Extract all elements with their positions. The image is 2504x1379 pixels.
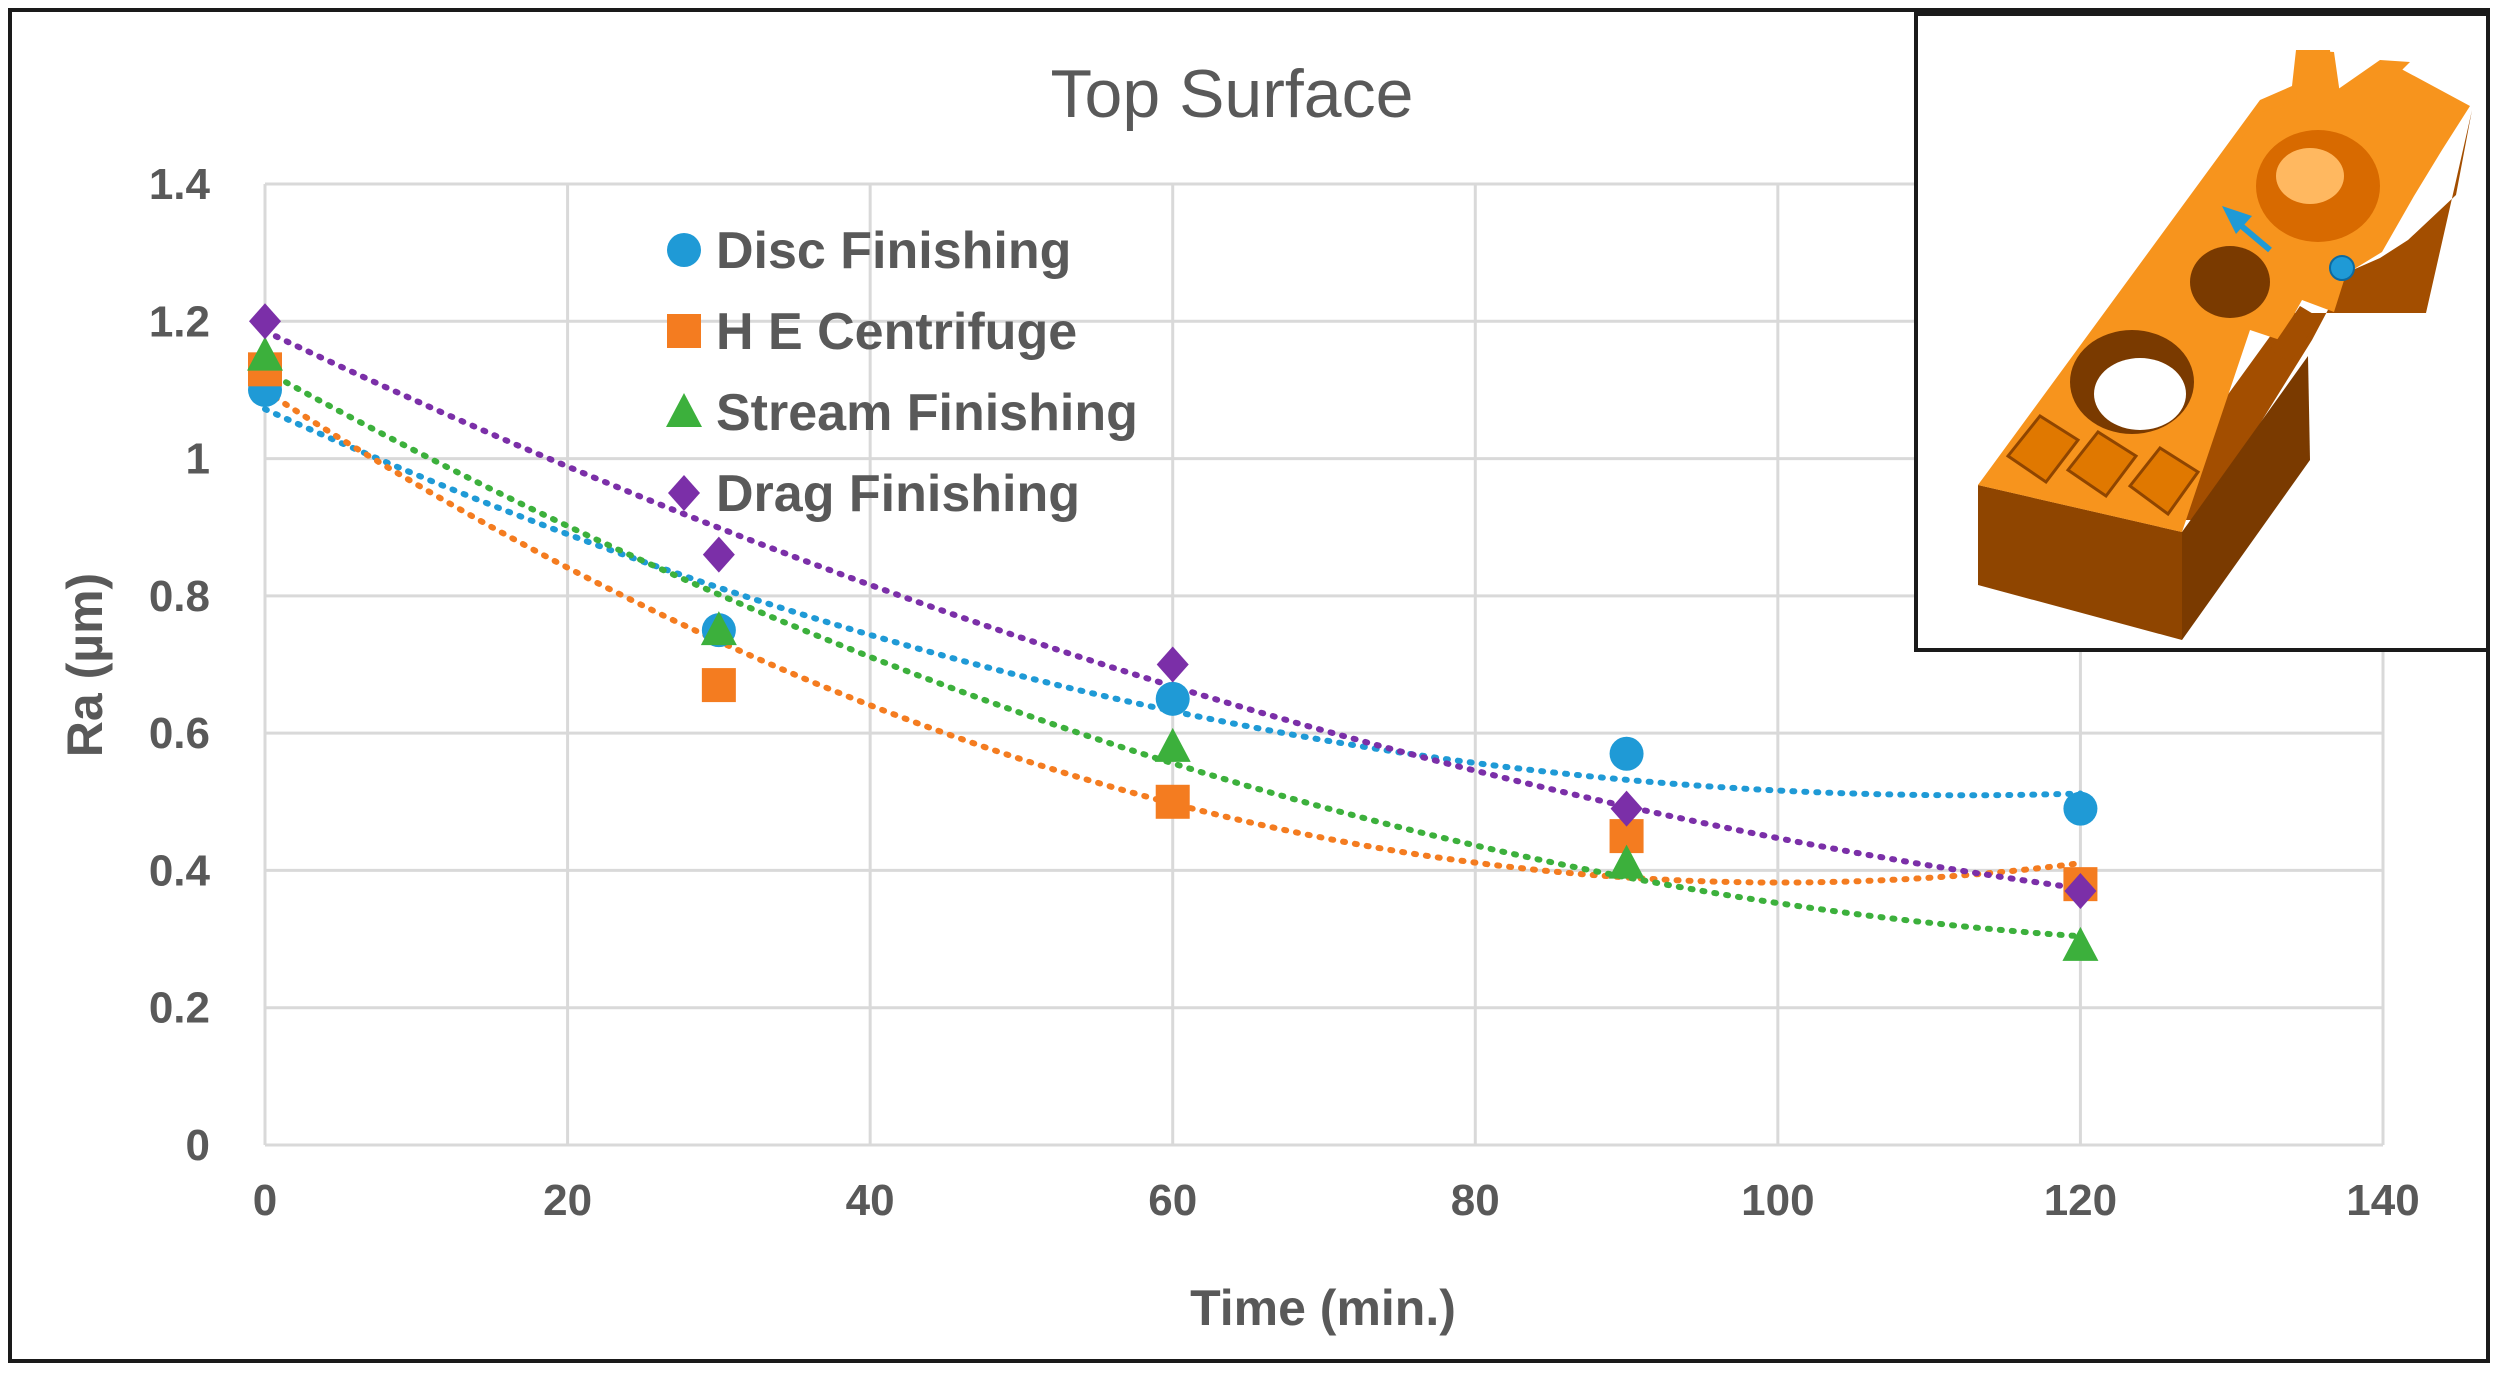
chart-title: Top Surface: [1051, 56, 1414, 132]
legend: Disc Finishing H E Centrifuge Stream Finis…: [666, 222, 1138, 523]
legend-label: H E Centrifuge: [716, 303, 1077, 361]
x-tick-label: 40: [846, 1176, 895, 1225]
data-point-square: [701, 668, 736, 703]
axis-ticks: 0 20 40 60 80 100 120 140 0 0.2 0.4 0.6 0.8 1 1.2 1.4: [149, 160, 2420, 1225]
legend-label: Drag Finishing: [716, 465, 1080, 523]
trendline-square: [262, 387, 2084, 886]
data-point-triangle: [1154, 727, 1191, 762]
x-tick-label: 80: [1451, 1176, 1500, 1225]
data-point-circle: [2063, 791, 2098, 826]
part-inset: [1914, 12, 2490, 652]
trendline-triangle: [262, 367, 2084, 940]
data-points: [247, 303, 2099, 961]
legend-marker-triangle: [666, 393, 702, 427]
x-tick-label: 100: [1741, 1176, 1814, 1225]
data-point-triangle: [1608, 844, 1645, 879]
y-tick-label: 1.4: [149, 160, 211, 209]
legend-label: Stream Finishing: [716, 384, 1138, 442]
y-tick-label: 0.2: [149, 984, 210, 1033]
data-point-diamond: [1610, 790, 1643, 827]
data-point-diamond: [249, 303, 281, 340]
y-tick-label: 0.4: [149, 846, 211, 895]
legend-marker-diamond: [668, 475, 700, 511]
x-tick-label: 60: [1148, 1176, 1197, 1225]
data-point-triangle: [247, 336, 283, 371]
data-point-square: [1155, 784, 1190, 819]
data-point-diamond: [702, 536, 735, 573]
y-tick-label: 1: [186, 435, 210, 484]
x-tick-label: 140: [2346, 1176, 2419, 1225]
data-point-triangle: [700, 611, 737, 646]
data-point-circle: [1155, 681, 1190, 716]
x-tick-label: 120: [2044, 1176, 2117, 1225]
y-axis-label: Ra (µm): [57, 573, 113, 757]
x-tick-label: 0: [253, 1176, 277, 1225]
legend-label: Disc Finishing: [716, 222, 1071, 280]
measurement-point-icon: [2329, 255, 2355, 281]
data-point-triangle: [2062, 926, 2099, 961]
x-axis-label: Time (min.): [1190, 1280, 1456, 1336]
legend-marker-circle: [667, 233, 701, 267]
data-point-diamond: [2064, 873, 2097, 910]
y-tick-label: 1.2: [149, 297, 210, 346]
x-tick-label: 20: [543, 1176, 592, 1225]
data-point-circle: [1609, 736, 1644, 771]
data-point-diamond: [1156, 646, 1189, 683]
y-tick-label: 0.8: [149, 572, 210, 621]
y-tick-label: 0: [186, 1121, 210, 1170]
legend-marker-square: [667, 314, 701, 348]
y-tick-label: 0.6: [149, 709, 210, 758]
orange-part-render-icon: [1978, 50, 2472, 640]
